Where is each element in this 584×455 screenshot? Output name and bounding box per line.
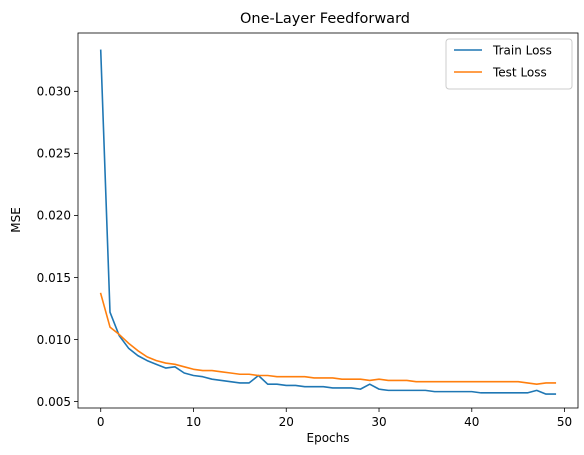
plot-frame — [77, 32, 579, 409]
legend-label: Test Loss — [492, 65, 547, 79]
y-tick-label: 0.030 — [37, 85, 71, 99]
y-tick-label: 0.015 — [37, 271, 71, 285]
y-tick-label: 0.020 — [37, 209, 71, 223]
x-tick-label: 0 — [97, 415, 105, 429]
x-axis: 0 10 20 30 40 50 — [97, 408, 572, 429]
legend-box — [445, 38, 573, 90]
plot-area — [77, 32, 579, 409]
x-tick-label: 20 — [279, 415, 294, 429]
y-axis: 0.005 0.010 0.015 0.020 0.025 0.030 — [37, 85, 78, 409]
y-tick-label: 0.025 — [37, 147, 71, 161]
x-tick-label: 50 — [557, 415, 572, 429]
legend-label: Train Loss — [492, 43, 552, 57]
chart-title: One-Layer Feedforward — [240, 11, 410, 27]
x-tick-label: 10 — [186, 415, 201, 429]
x-tick-label: 40 — [464, 415, 479, 429]
series-line-train-loss — [99, 49, 557, 395]
y-tick-label: 0.005 — [37, 395, 71, 409]
plot-background — [78, 33, 578, 408]
y-axis-label: MSE — [9, 207, 23, 233]
y-tick-label: 0.010 — [37, 333, 71, 347]
series-lines — [99, 49, 557, 395]
series-line-test-loss — [99, 292, 557, 385]
x-axis-label: Epochs — [307, 431, 350, 445]
legend: Train Loss Test Loss — [445, 38, 573, 90]
x-tick-label: 30 — [371, 415, 386, 429]
